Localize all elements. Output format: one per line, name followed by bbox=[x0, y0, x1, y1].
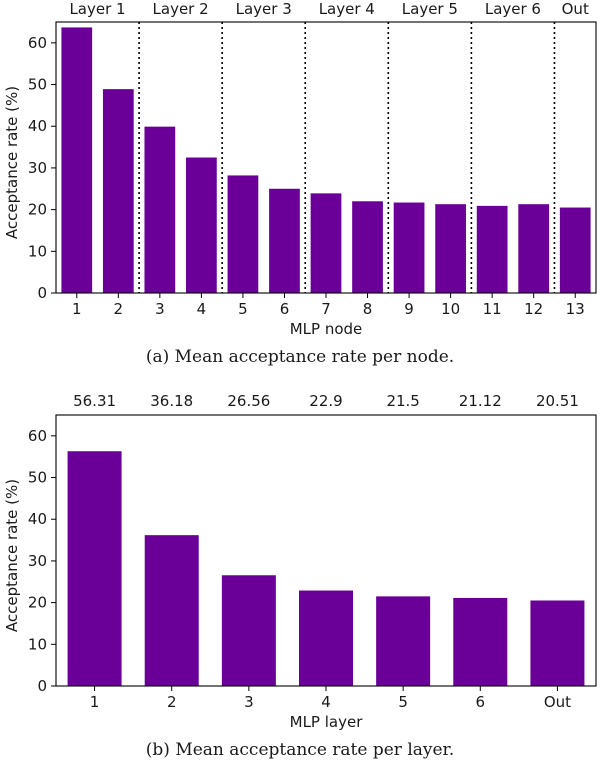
bar-10 bbox=[435, 204, 466, 293]
x-tick-label: 6 bbox=[280, 300, 290, 318]
layer-label: Layer 3 bbox=[236, 0, 292, 18]
bar-5 bbox=[376, 596, 431, 686]
y-axis-label: Acceptance rate (%) bbox=[3, 86, 21, 239]
bar-Out bbox=[530, 600, 585, 686]
bar-3 bbox=[221, 575, 276, 686]
y-tick-label: 0 bbox=[37, 677, 47, 695]
x-tick-label: 5 bbox=[398, 693, 408, 711]
figure-caption: (a) Mean acceptance rate per node. bbox=[146, 347, 454, 367]
x-tick-label: Out bbox=[544, 693, 571, 711]
value-label: 20.51 bbox=[536, 392, 579, 410]
bar-4 bbox=[186, 157, 217, 293]
y-tick-label: 0 bbox=[37, 284, 47, 302]
y-tick-label: 60 bbox=[28, 427, 47, 445]
bar-9 bbox=[393, 202, 425, 293]
layer-label: Out bbox=[562, 0, 589, 18]
value-label: 36.18 bbox=[150, 392, 193, 410]
x-tick-label: 5 bbox=[238, 300, 248, 318]
bar-12 bbox=[518, 204, 550, 293]
x-tick-label: 13 bbox=[566, 300, 585, 318]
axes-frame bbox=[55, 414, 597, 687]
y-tick-label: 40 bbox=[28, 117, 47, 135]
value-label: 26.56 bbox=[227, 392, 270, 410]
bar-4 bbox=[299, 590, 353, 686]
x-tick-label: 12 bbox=[524, 300, 543, 318]
y-tick-label: 50 bbox=[28, 76, 47, 94]
x-tick-label: 4 bbox=[321, 693, 331, 711]
y-tick-label: 10 bbox=[28, 242, 47, 260]
x-tick-label: 2 bbox=[114, 300, 124, 318]
bar-6 bbox=[269, 188, 300, 293]
y-tick-label: 60 bbox=[28, 34, 47, 52]
x-tick-label: 9 bbox=[404, 300, 414, 318]
bar-3 bbox=[144, 126, 176, 293]
x-tick-label: 1 bbox=[90, 693, 100, 711]
x-tick-label: 7 bbox=[321, 300, 331, 318]
y-tick-label: 50 bbox=[28, 469, 47, 487]
y-tick-label: 30 bbox=[28, 159, 47, 177]
y-tick-label: 40 bbox=[28, 510, 47, 528]
layer-label: Layer 5 bbox=[402, 0, 458, 18]
x-tick-label: 1 bbox=[72, 300, 82, 318]
layer-label: Layer 1 bbox=[69, 0, 125, 18]
bar-7 bbox=[310, 193, 342, 293]
value-label: 22.9 bbox=[309, 392, 342, 410]
value-label: 56.31 bbox=[73, 392, 116, 410]
x-tick-label: 3 bbox=[244, 693, 254, 711]
y-axis-label: Acceptance rate (%) bbox=[3, 479, 21, 632]
x-tick-label: 11 bbox=[483, 300, 502, 318]
x-axis-label: MLP node bbox=[290, 320, 363, 338]
value-label: 21.5 bbox=[386, 392, 419, 410]
x-tick-label: 2 bbox=[167, 693, 177, 711]
bar-6 bbox=[453, 597, 508, 686]
x-tick-label: 6 bbox=[476, 693, 486, 711]
bar-8 bbox=[352, 201, 383, 293]
value-label: 21.12 bbox=[459, 392, 502, 410]
axes-frame bbox=[55, 21, 597, 294]
layer-label: Layer 4 bbox=[319, 0, 375, 18]
y-tick-label: 20 bbox=[28, 201, 47, 219]
bar-1 bbox=[61, 27, 93, 293]
x-tick-label: 10 bbox=[441, 300, 460, 318]
bar-11 bbox=[476, 205, 508, 293]
bar-13 bbox=[559, 207, 591, 293]
y-tick-label: 20 bbox=[28, 594, 47, 612]
x-axis-label: MLP layer bbox=[290, 713, 364, 731]
x-tick-label: 3 bbox=[155, 300, 165, 318]
bar-1 bbox=[67, 451, 122, 686]
x-tick-label: 8 bbox=[363, 300, 373, 318]
bar-5 bbox=[227, 175, 259, 293]
bar-2 bbox=[144, 535, 199, 686]
x-tick-label: 4 bbox=[197, 300, 207, 318]
figure-caption: (b) Mean acceptance rate per layer. bbox=[146, 740, 454, 760]
y-tick-label: 10 bbox=[28, 635, 47, 653]
layer-label: Layer 2 bbox=[153, 0, 209, 18]
bar-2 bbox=[102, 89, 134, 293]
y-tick-label: 30 bbox=[28, 552, 47, 570]
layer-label: Layer 6 bbox=[485, 0, 541, 18]
chart-b: 0 10 20 30 40 50 60 1 2 3 4 5 6 Out 56.31 36.18 26.56 22.… bbox=[3, 392, 597, 760]
